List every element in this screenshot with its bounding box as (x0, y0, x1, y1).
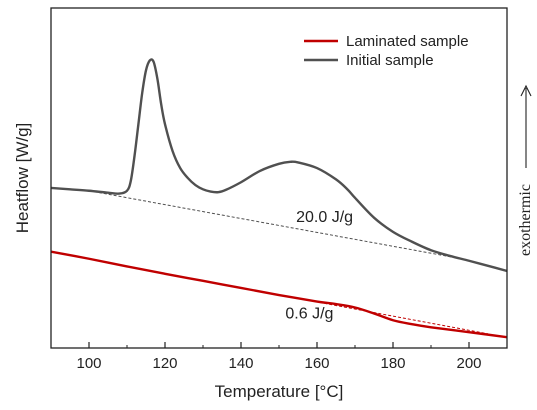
x-tick-label: 100 (76, 355, 101, 372)
x-tick-label: 180 (380, 355, 405, 372)
legend: Laminated sample Initial sample (304, 33, 469, 69)
area-label-initial: 20.0 J/g (296, 209, 353, 226)
x-tick-label: 140 (228, 355, 253, 372)
y-axis-label: Heatflow [W/g] (13, 123, 32, 234)
series-line-laminated (51, 250, 507, 339)
legend-label-initial: Initial sample (346, 52, 434, 69)
x-tick-label: 160 (304, 355, 329, 372)
baseline-initial (88, 190, 470, 261)
baseline-laminated (107, 262, 489, 335)
x-tick-label: 200 (456, 355, 481, 372)
exothermic-arrow-head (520, 84, 532, 97)
series-line-initial (51, 58, 507, 273)
exothermic-indicator: exothermic (517, 84, 534, 256)
plot-frame (50, 7, 508, 349)
area-label-laminated: 0.6 J/g (285, 305, 333, 322)
exothermic-label: exothermic (517, 184, 534, 256)
x-axis-label: Temperature [°C] (215, 382, 344, 401)
legend-label-laminated: Laminated sample (346, 33, 469, 50)
x-tick-label: 120 (152, 355, 177, 372)
